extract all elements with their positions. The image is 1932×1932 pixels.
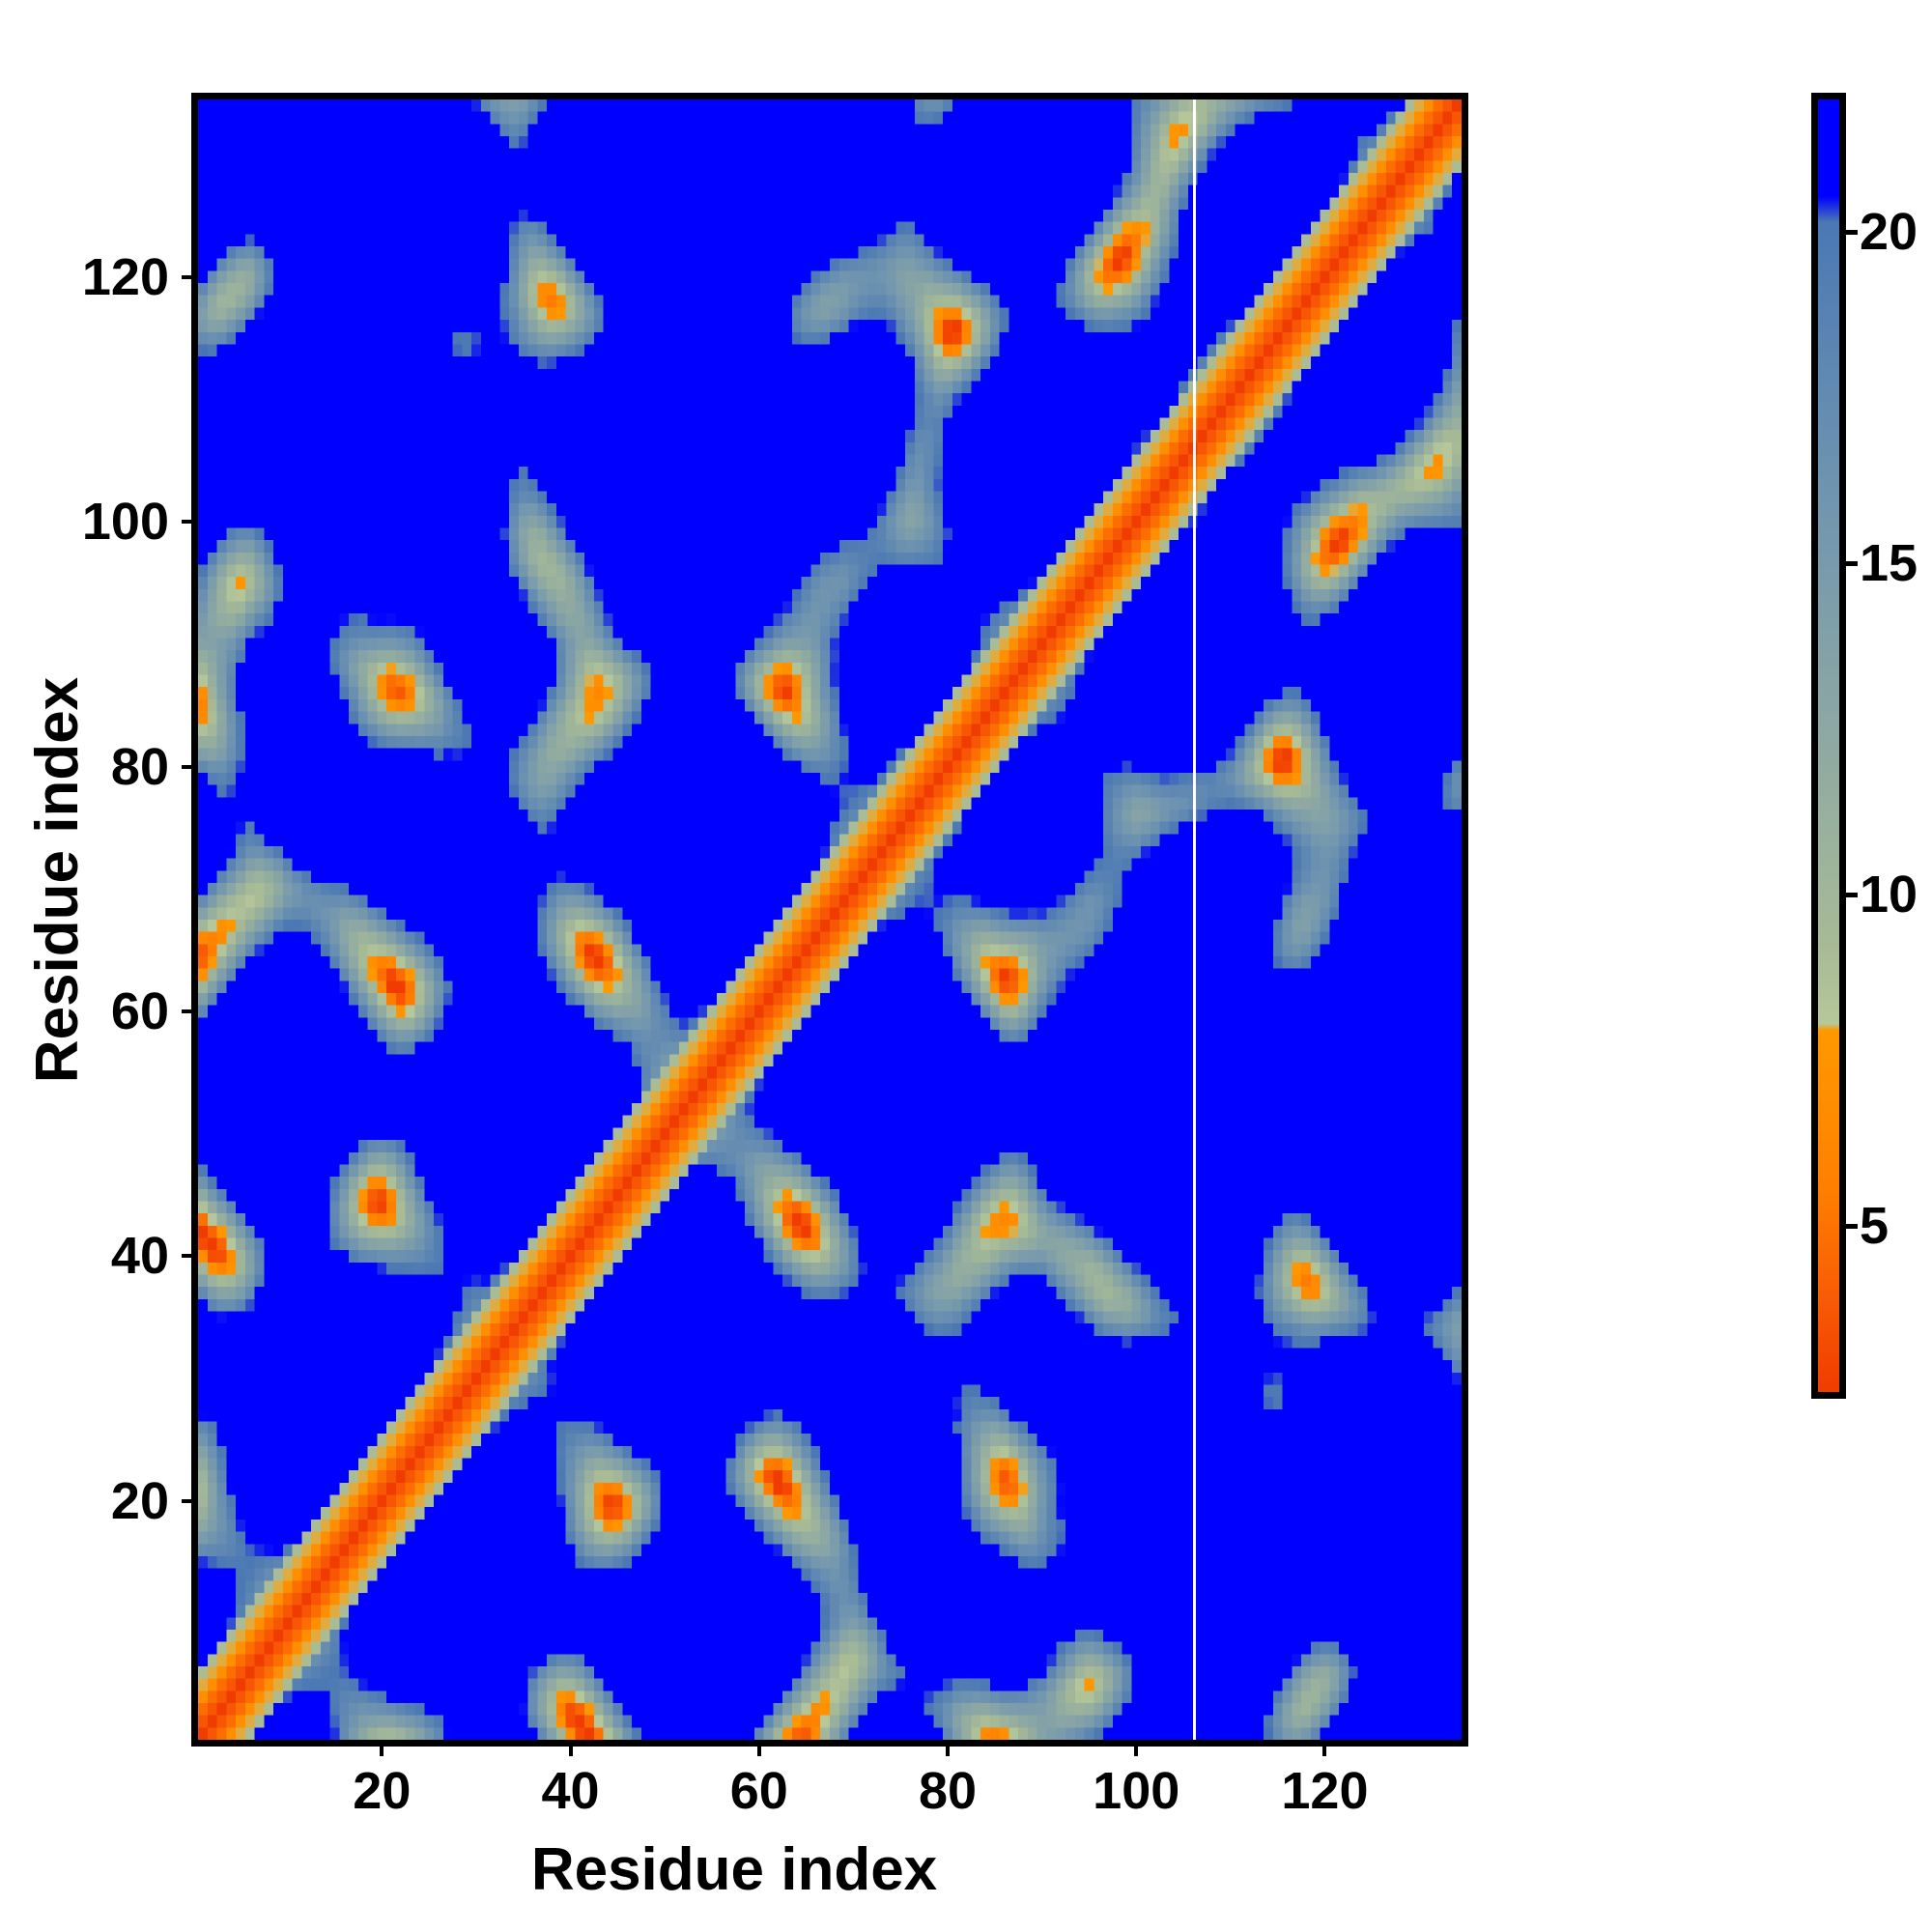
x-ticklabel-80: 80 [918, 1762, 978, 1820]
colorbar-tick-15 [1846, 560, 1858, 566]
colorbar-gradient [1818, 99, 1839, 1392]
colorbar-ticklabel-5: 5 [1860, 1197, 1889, 1256]
x-ticklabel-100: 100 [1093, 1762, 1180, 1820]
x-tick-100 [1134, 1740, 1139, 1756]
x-tick-20 [380, 1740, 384, 1756]
y-tick-80 [182, 764, 198, 769]
heatmap-plot-area [191, 93, 1468, 1747]
y-axis-title: Residue index [24, 676, 91, 1084]
x-ticklabel-120: 120 [1281, 1762, 1369, 1820]
y-tick-40 [182, 1254, 198, 1259]
chain-divider-line [1192, 99, 1196, 1740]
x-ticklabel-60: 60 [729, 1762, 788, 1820]
y-tick-60 [182, 1009, 198, 1014]
colorbar-tick-5 [1846, 1223, 1858, 1229]
colorbar [1811, 93, 1846, 1399]
colorbar-ticklabel-15: 15 [1860, 534, 1918, 593]
x-tick-120 [1322, 1740, 1327, 1756]
y-tick-100 [182, 520, 198, 525]
x-tick-60 [756, 1740, 761, 1756]
y-ticklabel-120: 120 [81, 247, 169, 306]
y-tick-20 [182, 1498, 198, 1503]
heatmap-image [198, 99, 1462, 1740]
y-ticklabel-60: 60 [110, 982, 169, 1041]
y-ticklabel-100: 100 [81, 493, 169, 552]
y-ticklabel-40: 40 [110, 1227, 169, 1286]
colorbar-tick-20 [1846, 229, 1858, 235]
colorbar-ticklabel-20: 20 [1860, 203, 1918, 262]
x-ticklabel-40: 40 [541, 1762, 600, 1820]
y-ticklabel-80: 80 [110, 737, 169, 796]
x-axis-title: Residue index [530, 1836, 938, 1903]
colorbar-ticklabel-10: 10 [1860, 866, 1918, 924]
x-ticklabel-20: 20 [353, 1762, 412, 1820]
y-ticklabel-20: 20 [110, 1471, 169, 1530]
y-tick-120 [182, 274, 198, 279]
colorbar-tick-10 [1846, 892, 1858, 897]
x-tick-40 [568, 1740, 573, 1756]
x-tick-80 [946, 1740, 950, 1756]
